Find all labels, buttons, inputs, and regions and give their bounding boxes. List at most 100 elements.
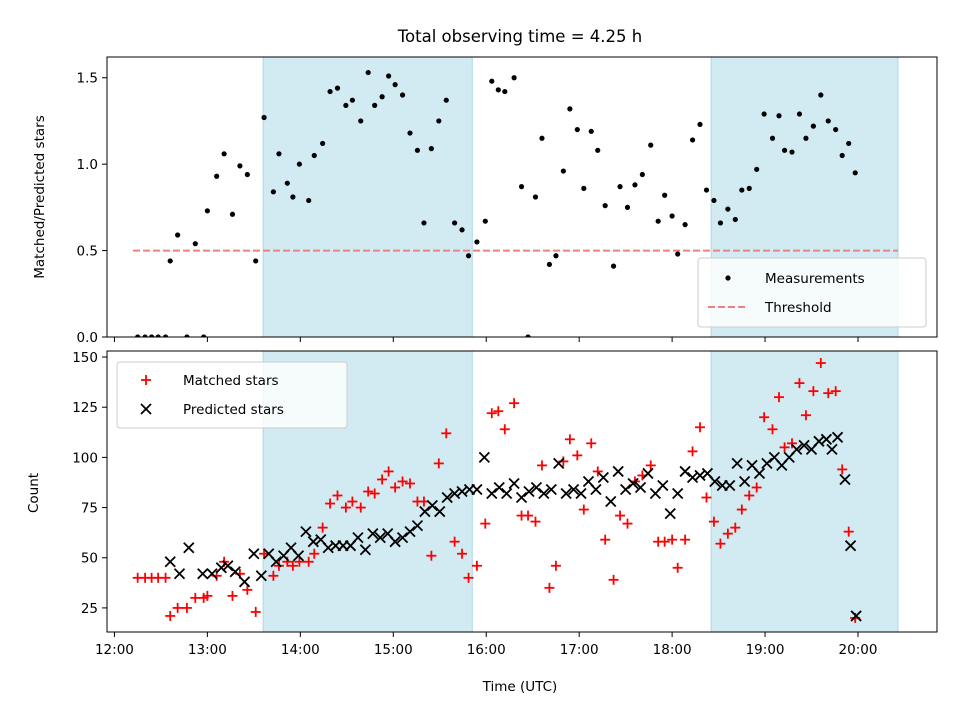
measurement-point xyxy=(610,263,617,269)
predicted-star-point xyxy=(300,526,312,538)
matched-star-point xyxy=(672,562,683,573)
matched-star-point xyxy=(800,410,811,421)
matched-star-point xyxy=(441,428,452,439)
matched-star-point xyxy=(823,388,834,399)
matched-star-point xyxy=(578,504,589,515)
predicted-star-point-b xyxy=(359,544,372,556)
measurement-point xyxy=(725,206,731,212)
predicted-star-point xyxy=(419,505,431,518)
measurement-point xyxy=(349,97,355,103)
predicted-star-point-b xyxy=(560,487,572,500)
measurement-point xyxy=(595,147,601,153)
measurement-point xyxy=(358,118,364,124)
legend-predicted-marker xyxy=(140,403,152,415)
measurement-point xyxy=(789,149,795,155)
predicted-star-point-b xyxy=(471,483,483,496)
matched-star-point xyxy=(744,490,755,501)
predicted-star-point xyxy=(229,566,241,578)
matched-star-point xyxy=(449,536,460,547)
measurement-point xyxy=(399,92,406,98)
measurement-point xyxy=(421,220,427,226)
predicted-star-point-b xyxy=(285,542,297,554)
predicted-star-point-b xyxy=(426,499,438,512)
predicted-star-point-b xyxy=(746,459,758,472)
predicted-star-point-b xyxy=(229,566,241,578)
measurement-point xyxy=(372,102,378,108)
matched-star-point xyxy=(355,502,366,513)
measurement-point xyxy=(465,253,472,259)
measurement-point xyxy=(655,218,661,224)
predicted-star-point-b xyxy=(315,534,327,546)
measurement-point xyxy=(155,334,161,337)
predicted-star-point xyxy=(486,487,498,500)
predicted-star-point xyxy=(215,562,227,574)
matched-star-point xyxy=(779,442,790,453)
measurement-point xyxy=(639,171,645,178)
matched-star-point xyxy=(722,528,733,539)
bottom-panel: 12:00 13:00 14:00 15:00 16:00 17:00 18:00 19:00… xyxy=(72,350,938,658)
predicted-star-point-b xyxy=(164,556,176,568)
top-legend: Measurements Threshold xyxy=(697,257,927,328)
predicted-star-point-b xyxy=(456,485,468,498)
measurement-point xyxy=(769,135,776,141)
measurement-point xyxy=(334,85,341,91)
measurement-point xyxy=(214,173,220,179)
bottom-plot-area xyxy=(132,358,862,623)
predicted-star-point-b xyxy=(515,491,528,504)
matched-star-point xyxy=(592,466,603,477)
measurement-point xyxy=(386,73,392,79)
matched-star-point xyxy=(463,572,474,583)
matched-star-point xyxy=(250,606,261,617)
measurement-point xyxy=(852,170,858,176)
measurement-point xyxy=(803,135,809,141)
measurement-point xyxy=(669,213,675,219)
measurement-point xyxy=(489,78,495,84)
predicted-star-point xyxy=(545,483,557,496)
bottom-y-tick-label: 50 xyxy=(81,551,98,567)
legend-predicted-marker-b xyxy=(140,403,152,415)
matched-star-point xyxy=(837,464,848,475)
predicted-star-point xyxy=(441,491,453,504)
predicted-star-point-b xyxy=(724,479,736,492)
matched-star-point xyxy=(493,406,504,417)
measurement-point xyxy=(546,261,553,268)
matched-star-point xyxy=(730,522,741,533)
measurement-point xyxy=(327,88,333,95)
matched-star-point xyxy=(190,592,201,603)
legend-measurement-marker xyxy=(725,275,731,281)
matched-star-point xyxy=(830,386,841,397)
measurement-point xyxy=(184,334,190,337)
predicted-star-point-b xyxy=(411,519,424,532)
x-tick-label: 20:00 xyxy=(839,642,878,658)
measurement-point xyxy=(632,182,638,188)
matched-star-point xyxy=(377,474,388,485)
top-y-tick-label: 0.5 xyxy=(77,244,98,260)
measurement-point xyxy=(135,334,141,337)
predicted-star-point xyxy=(597,471,609,484)
predicted-star-point xyxy=(820,433,833,445)
measurement-point xyxy=(192,241,198,247)
matched-star-point xyxy=(680,534,691,545)
predicted-star-point xyxy=(753,467,766,480)
predicted-star-point-b xyxy=(627,477,639,490)
measurement-point xyxy=(532,194,539,200)
predicted-star-point xyxy=(183,542,195,554)
predicted-star-point xyxy=(359,544,372,556)
predicted-star-point xyxy=(538,487,550,500)
top-y-axis-label: Matched/Predicted stars xyxy=(32,115,48,278)
matched-star-point xyxy=(242,584,253,595)
legend-matched-label: Matched stars xyxy=(183,373,279,389)
predicted-star-point xyxy=(206,568,218,580)
measurement-point xyxy=(253,258,259,264)
matched-star-point xyxy=(383,466,394,477)
predicted-star-point xyxy=(567,483,580,496)
top-y-tick-label: 1.5 xyxy=(77,71,98,87)
x-tick-label: 17:00 xyxy=(560,642,599,658)
measurement-point xyxy=(682,222,688,228)
measurement-point xyxy=(482,218,488,224)
top-legend-box xyxy=(697,257,927,328)
predicted-star-point xyxy=(686,471,699,484)
predicted-star-point xyxy=(238,576,251,588)
predicted-star-point xyxy=(352,532,364,544)
predicted-star-point xyxy=(679,465,691,478)
